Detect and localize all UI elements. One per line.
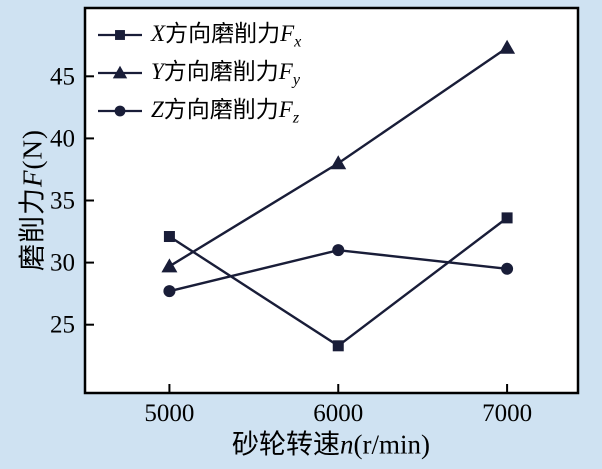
y-tick-label: 40 [50,125,75,152]
legend-label-fy: Y方向磨削力Fy [151,52,300,90]
y-axis-title: 磨削力F(N) [11,129,50,271]
square-marker-icon [96,24,144,42]
triangle-marker [499,39,516,54]
legend-fz-text: 方向磨削力 [163,96,279,122]
legend-fy-text: 方向磨削力 [163,58,279,84]
legend-fz-sub: z [292,109,300,127]
legend-label-fz: Z方向磨削力Fz [151,90,299,128]
triangle-marker [112,65,128,78]
triangle-marker [161,258,178,273]
y-axis-title-unit: (N) [17,129,48,170]
y-tick-label: 30 [50,250,75,277]
circle-marker [501,262,514,275]
legend-icon-svg [98,29,142,40]
triangle-marker-icon [96,62,144,80]
legend-icon-svg [98,105,142,116]
legend-fy-var: Y [151,58,164,84]
circle-marker [332,244,345,257]
y-axis-title-text: 磨削力 [17,186,48,271]
y-tick-label: 45 [50,63,75,90]
circle-marker [163,285,176,298]
legend-fx-sub: x [294,33,302,51]
legend-label-fx: X方向磨削力Fx [151,14,301,52]
x-axis-title-text: 砂轮转速 [232,429,341,460]
square-marker [163,231,175,243]
legend-fx-F: F [280,20,295,46]
legend-fy-F: F [278,58,293,84]
y-axis-title-var: F [17,169,48,187]
plot-area [83,6,580,395]
legend-item-fz: Z方向磨削力Fz [96,90,301,128]
legend-fy-sub: y [292,71,301,89]
x-axis-title-var: n [340,429,354,460]
circle-marker [114,105,126,116]
x-tick-label: 7000 [482,400,532,427]
x-tick-label: 5000 [144,400,194,427]
square-marker [115,29,125,40]
square-marker [501,212,513,224]
y-tick-label: 35 [50,188,75,215]
legend-fx-var: X [151,20,166,46]
x-tick-label: 6000 [313,400,363,427]
x-axis-title: 砂轮转速n(r/min) [232,423,430,462]
legend-item-fx: X方向磨削力Fx [96,14,301,52]
circle-marker-icon [96,100,144,118]
legend-fz-F: F [278,96,293,122]
legend-icon-svg [98,65,142,78]
x-axis-title-unit: (r/min) [353,429,430,460]
y-tick-label: 25 [50,312,75,339]
chart-legend: X方向磨削力Fx Y方向磨削力Fy Z方向磨削力Fz [96,14,301,128]
triangle-marker [330,155,347,170]
legend-fx-text: 方向磨削力 [165,20,281,46]
square-marker [332,340,344,352]
legend-item-fy: Y方向磨削力Fy [96,52,301,90]
legend-fz-var: Z [151,96,164,122]
